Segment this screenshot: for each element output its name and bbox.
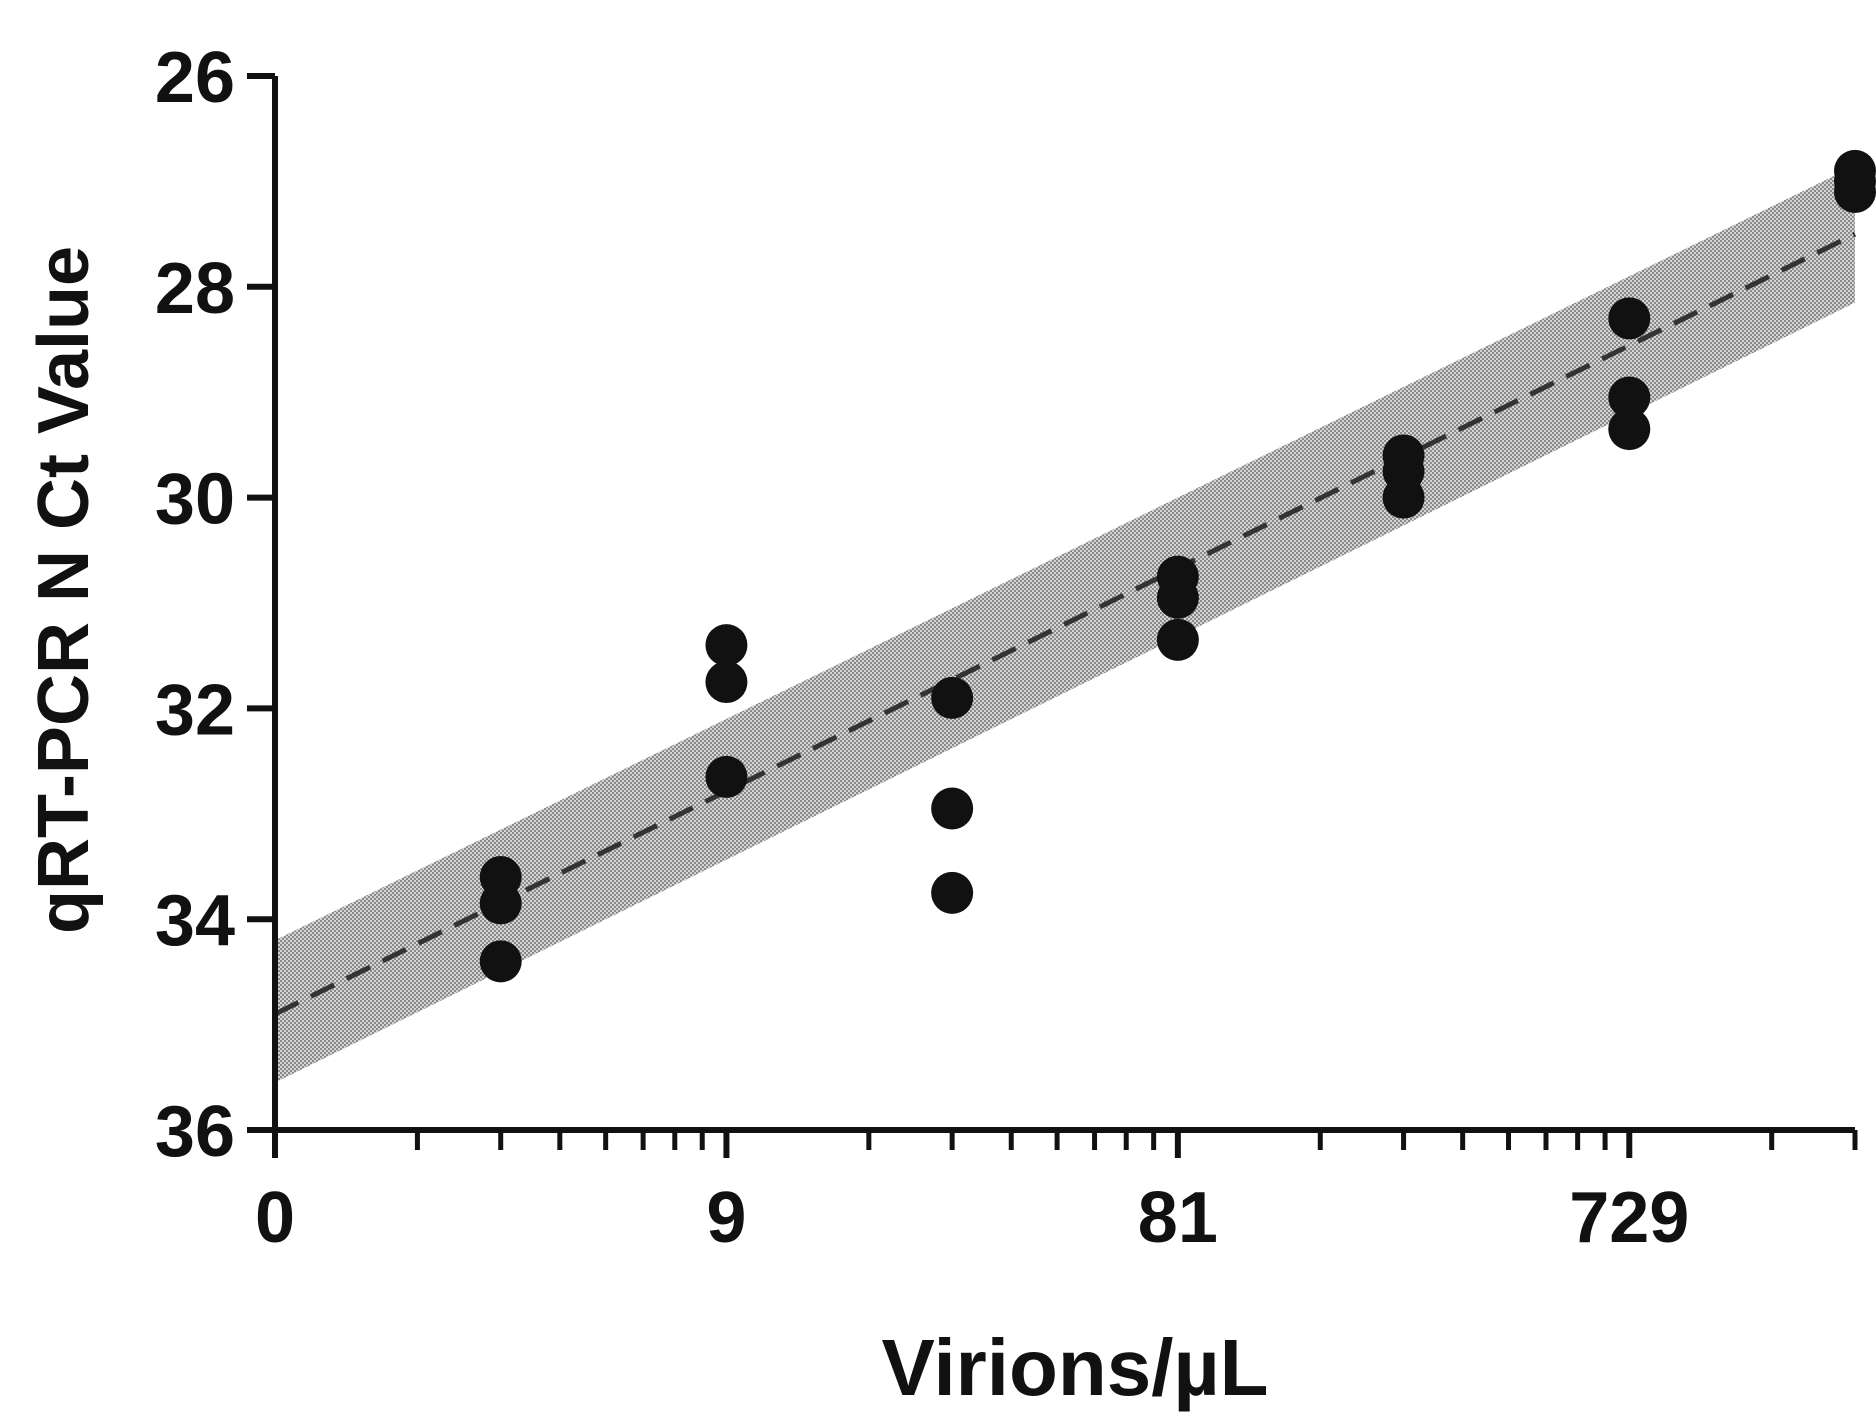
y-tick-label: 30 [155,460,235,540]
axes-layer: 26 28 30 32 34 360 9 81 729 [155,38,1858,1258]
data-point [931,787,974,830]
axis-labels-layer: Virions/µL qRT-PCR N Ct Value [24,246,1268,1412]
data-point [1608,297,1651,340]
data-point [705,755,748,798]
data-point [705,661,748,704]
data-point [1834,170,1876,213]
data-point [1608,376,1651,419]
data-points-layer [479,149,1876,983]
y-tick-label: 34 [155,881,235,961]
regression-fit-line [273,231,1857,1017]
data-point [1608,408,1651,451]
y-axis-title: qRT-PCR N Ct Value [24,246,104,934]
x-axis-title: Virions/µL [882,1323,1269,1412]
data-point [931,676,974,719]
data-point [1156,576,1199,619]
y-tick-label: 32 [155,670,235,750]
data-point [705,624,748,667]
data-point [1156,618,1199,661]
data-point [479,940,522,983]
y-tick-label: 28 [155,249,235,329]
data-point [479,882,522,925]
x-tick-label: 9 [706,1178,746,1258]
y-tick-label: 36 [155,1092,235,1172]
x-tick-label: 729 [1569,1178,1689,1258]
fit-line-layer [273,231,1857,1017]
y-tick-label: 26 [155,38,235,118]
x-tick-label: 81 [1138,1178,1218,1258]
x-tick-label: 0 [255,1178,295,1258]
data-point [1382,476,1425,519]
data-point [931,871,974,914]
